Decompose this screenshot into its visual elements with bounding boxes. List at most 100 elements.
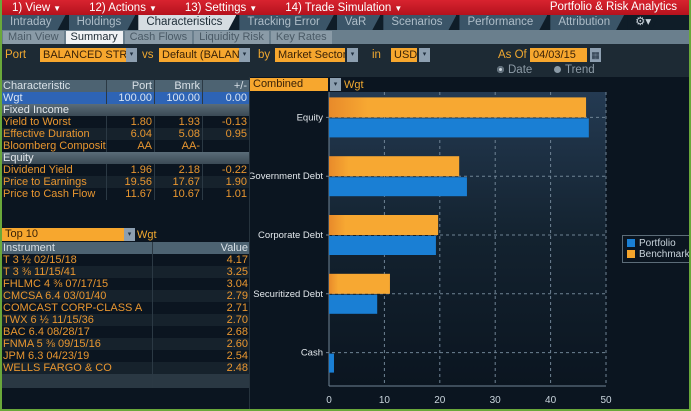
tab-intraday[interactable]: Intraday — [2, 15, 66, 30]
chevron-down-icon[interactable]: ▾ — [330, 78, 341, 91]
table-row[interactable]: T 3 ⅜ 11/15/41 3.25 — [2, 266, 249, 278]
portfolio-select[interactable]: BALANCED STRA — [40, 48, 126, 62]
table-row[interactable]: Yield to Worst 1.80 1.93 -0.13 — [2, 116, 249, 128]
section-header-row[interactable]: Fixed Income — [2, 104, 249, 116]
portfolio-bar[interactable] — [329, 118, 589, 138]
menu-view[interactable]: 1) View ▼ — [12, 1, 62, 14]
diff-cell: 1.01 — [202, 188, 249, 200]
table-row[interactable]: Wgt 100.00 100.00 0.00 — [2, 92, 249, 104]
menu-settings[interactable]: 13) Settings ▼ — [184, 1, 258, 14]
characteristic-cell: Wgt — [3, 92, 23, 104]
menu-actions[interactable]: 12) Actions ▼ — [89, 1, 157, 14]
portfolio-bar[interactable] — [329, 236, 436, 255]
menu-trade-simulation[interactable]: 14) Trade Simulation ▼ — [285, 1, 403, 14]
table-row[interactable]: FHLMC 4 ⅜ 07/17/15 3.04 — [2, 278, 249, 290]
characteristic-cell: Bloomberg Composite — [3, 140, 106, 152]
chevron-down-icon[interactable]: ▾ — [126, 48, 137, 62]
portfolio-bar[interactable] — [329, 177, 467, 197]
tab-performance[interactable]: Performance — [459, 15, 547, 30]
value-cell: 2.48 — [152, 362, 249, 374]
instrument-cell: CMCSA 6.4 03/01/40 — [3, 290, 107, 302]
chevron-down-icon[interactable]: ▾ — [239, 48, 250, 62]
table-row[interactable]: JPM 6.3 04/23/19 2.54 — [2, 350, 249, 362]
col-port[interactable]: Port — [106, 80, 154, 92]
value-cell: 4.17 — [152, 254, 249, 266]
as-of-date-input[interactable]: 04/03/15 — [530, 48, 587, 62]
table-row[interactable]: Price to Cash Flow 11.67 10.67 1.01 — [2, 188, 249, 200]
value-cell: 2.68 — [152, 326, 249, 338]
tab-scenarios[interactable]: Scenarios — [383, 15, 456, 30]
tab-var[interactable]: VaR — [337, 15, 381, 30]
tab-tracking-error[interactable]: Tracking Error — [239, 15, 333, 30]
chevron-down-icon[interactable]: ▾ — [347, 48, 358, 62]
portfolio-bar[interactable] — [329, 294, 378, 314]
subtab-liquidity-risk[interactable]: Liquidity Risk — [194, 31, 269, 44]
benchmark-bar[interactable] — [329, 156, 460, 177]
chart-panel: Combined ▾ Wgt 0 10 20 30 40 50 Equity Governme… — [249, 77, 689, 409]
chevron-down-icon: ▼ — [394, 3, 403, 13]
app-title: Portfolio & Risk Analytics — [549, 1, 677, 13]
subtab-main-view[interactable]: Main View — [3, 31, 64, 44]
benchmark-select[interactable]: Default (BALAN — [159, 48, 239, 62]
radio-trend[interactable]: Trend — [554, 64, 595, 76]
x-tick-label: 10 — [379, 395, 391, 406]
table-row[interactable]: FNMA 5 ⅜ 09/15/16 2.60 — [2, 338, 249, 350]
table-row[interactable]: CMCSA 6.4 03/01/40 2.79 — [2, 290, 249, 302]
grouping-select[interactable]: Market Sector — [275, 48, 345, 62]
in-label: in — [372, 49, 381, 61]
table-row[interactable]: Dividend Yield 1.96 2.18 -0.22 — [2, 164, 249, 176]
currency-select[interactable]: USD — [391, 48, 417, 62]
col-diff[interactable]: +/- — [202, 80, 249, 92]
portfolio-bar[interactable] — [329, 353, 334, 373]
chevron-down-icon[interactable]: ▾ — [124, 228, 135, 241]
top10-select[interactable]: Top 10 — [2, 228, 124, 241]
bmrk-cell: 17.67 — [154, 176, 202, 188]
chevron-down-icon: ▼ — [249, 3, 258, 13]
benchmark-bar[interactable] — [329, 273, 390, 294]
instrument-cell: T 3 ⅜ 11/15/41 — [3, 266, 76, 278]
table-row[interactable]: T 3 ½ 02/15/18 4.17 — [2, 254, 249, 266]
benchmark-bar[interactable] — [329, 97, 587, 118]
col-characteristic[interactable]: Characteristic — [3, 80, 71, 92]
instrument-cell: TWX 6 ½ 11/15/36 — [3, 314, 94, 326]
chevron-down-icon: ▼ — [148, 3, 157, 13]
subtab-cash-flows[interactable]: Cash Flows — [124, 31, 193, 44]
top10-metric-label: Wgt — [137, 229, 157, 241]
chart-view-select[interactable]: Combined — [250, 78, 328, 91]
port-cell — [106, 104, 154, 116]
diff-cell: -0.13 — [202, 116, 249, 128]
x-tick-label: 30 — [490, 395, 502, 406]
table-header: Instrument Value — [2, 242, 249, 254]
tab-characteristics[interactable]: Characteristics — [138, 15, 236, 30]
by-label: by — [258, 49, 271, 61]
bmrk-cell: 5.08 — [154, 128, 202, 140]
table-row[interactable]: WELLS FARGO & CO 2.48 — [2, 362, 249, 374]
value-cell: 3.25 — [152, 266, 249, 278]
top10-table: Instrument Value T 3 ½ 02/15/18 4.17 T 3 ⅜… — [2, 242, 249, 388]
subtab-summary[interactable]: Summary — [65, 31, 123, 44]
col-instrument[interactable]: Instrument — [3, 242, 55, 254]
blank-row — [2, 200, 249, 212]
calendar-icon[interactable]: ▦ — [590, 48, 601, 62]
table-row[interactable]: TWX 6 ½ 11/15/36 2.70 — [2, 314, 249, 326]
table-row[interactable]: Effective Duration 6.04 5.08 0.95 — [2, 128, 249, 140]
section-header-row[interactable]: Equity — [2, 152, 249, 164]
chevron-down-icon[interactable]: ▾ — [419, 48, 430, 62]
col-bmrk[interactable]: Bmrk — [154, 80, 202, 92]
col-value[interactable]: Value — [152, 242, 249, 254]
subtab-key-rates[interactable]: Key Rates — [270, 31, 332, 44]
table-row[interactable]: BAC 6.4 08/28/17 2.68 — [2, 326, 249, 338]
tab-attribution[interactable]: Attribution — [550, 15, 624, 30]
table-header: Characteristic Port Bmrk +/- — [2, 80, 249, 92]
table-row[interactable]: COMCAST CORP-CLASS A 2.71 — [2, 302, 249, 314]
bmrk-cell: 2.18 — [154, 164, 202, 176]
table-row[interactable]: Price to Earnings 19.56 17.67 1.90 — [2, 176, 249, 188]
tab-holdings[interactable]: Holdings — [69, 15, 136, 30]
benchmark-bar[interactable] — [329, 215, 439, 235]
table-row[interactable]: Bloomberg Composite AA AA- — [2, 140, 249, 152]
table-footer — [2, 374, 249, 388]
gear-icon[interactable]: ⚙▾ — [627, 15, 659, 30]
diff-cell — [202, 140, 249, 152]
radio-date[interactable]: Date — [497, 64, 532, 76]
